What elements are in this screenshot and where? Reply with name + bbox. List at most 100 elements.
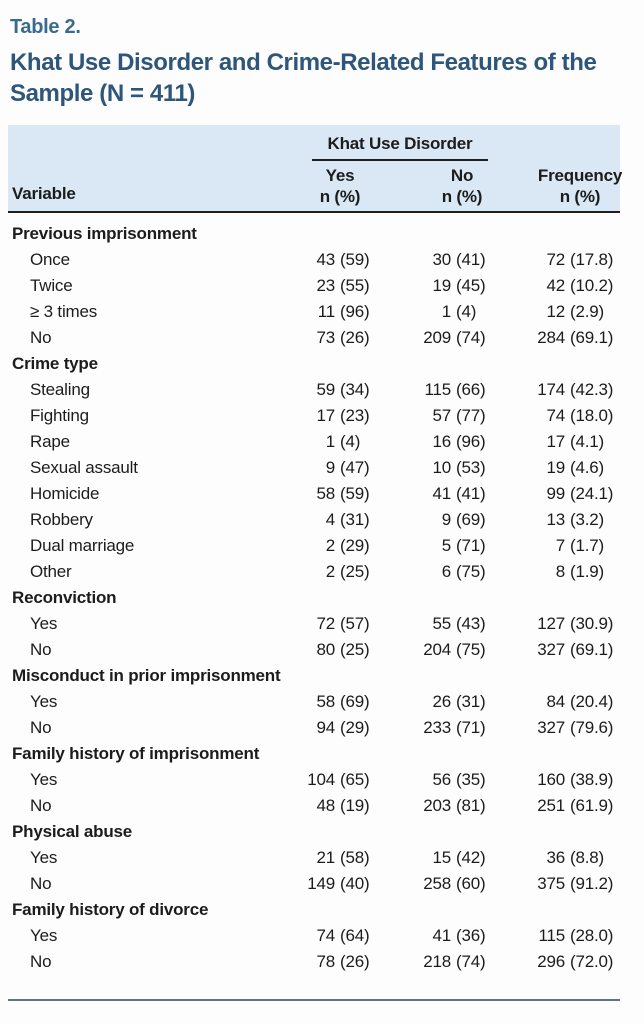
yes-pct-value: (25) [340,562,370,581]
no-n-value: 115 [424,380,451,399]
yes-n-value: 2 [325,536,335,555]
yes-n-value: 73 [316,328,335,347]
yes-n-value: 43 [316,250,335,269]
category-label: Crime type [12,354,98,373]
table-row: No 48 (19) 203 (81) 251 (61.9) [8,793,620,819]
no-pct-value: (41) [456,250,486,269]
no-pct-value: (41) [456,484,486,503]
yes-n-value: 59 [316,380,335,399]
yes-cell: 21 (58) [280,845,380,871]
yes-cell: 48 (19) [280,793,380,819]
no-pct-value: (43) [456,614,486,633]
no-n-value: 56 [432,770,451,789]
freq-cell: 127 (30.9) [496,611,620,637]
freq-n-value: 74 [546,406,565,425]
row-label: Yes [30,614,58,633]
yes-pct-value: (29) [340,718,370,737]
row-label: Sexual assault [30,458,138,477]
freq-cell: 19 (4.6) [496,455,620,481]
no-pct-value: (42) [456,848,486,867]
yes-pct-value: (29) [340,536,370,555]
no-n-value: 41 [432,484,451,503]
freq-n-value: 284 [537,328,565,347]
no-cell: 15 (42) [380,845,496,871]
no-cell: 56 (35) [380,767,496,793]
column-header-variable: Variable [12,184,76,203]
table-row: Twice 23 (55) 19 (45) 42 (10.2) [8,273,620,299]
freq-cell: 160 (38.9) [496,767,620,793]
table-row: Dual marriage 2 (29) 5 (71) 7 (1.7) [8,533,620,559]
no-pct-value: (31) [456,692,486,711]
no-n-value: 258 [423,874,451,893]
yes-n-value: 80 [316,640,335,659]
freq-n-value: 8 [555,562,565,581]
freq-pct-value: (69.1) [570,328,614,347]
no-cell: 1 (4) [380,299,496,325]
column-header-no-line1: No [450,166,474,185]
yes-cell: 17 (23) [280,403,380,429]
no-pct-value: (60) [456,874,486,893]
row-label: Homicide [30,484,100,503]
yes-cell: 80 (25) [280,637,380,663]
freq-pct-value: (20.4) [570,692,614,711]
no-cell: 6 (75) [380,559,496,585]
freq-n-value: 36 [546,848,565,867]
column-header-no: No n (%) [442,165,483,207]
table-number-label: Table 2. [10,16,81,38]
freq-cell: 251 (61.9) [496,793,620,819]
freq-pct-value: (79.6) [570,718,614,737]
yes-pct-value: (58) [340,848,370,867]
no-n-value: 9 [441,510,451,529]
yes-cell: 94 (29) [280,715,380,741]
no-n-value: 218 [423,952,451,971]
no-pct-value: (4) [456,302,477,321]
no-pct-value: (71) [456,536,486,555]
no-cell: 16 (96) [380,429,496,455]
table-row: Yes 58 (69) 26 (31) 84 (20.4) [8,689,620,715]
yes-pct-value: (40) [340,874,370,893]
freq-cell: 8 (1.9) [496,559,620,585]
freq-cell: 99 (24.1) [496,481,620,507]
table-row: ≥ 3 times 11 (96) 1 (4) 12 (2.9) [8,299,620,325]
freq-cell: 296 (72.0) [496,949,620,975]
yes-cell: 59 (34) [280,377,380,403]
spanner-khat-use-disorder: Khat Use Disorder [327,134,473,153]
freq-cell: 72 (17.8) [496,247,620,273]
freq-pct-value: (28.0) [570,926,614,945]
yes-cell: 104 (65) [280,767,380,793]
freq-n-value: 251 [537,796,565,815]
no-cell: 30 (41) [380,247,496,273]
no-pct-value: (69) [456,510,486,529]
no-pct-value: (66) [456,380,486,399]
table-row: No 80 (25) 204 (75) 327 (69.1) [8,637,620,663]
category-label: Family history of divorce [12,900,209,919]
row-label: Once [30,250,70,269]
yes-pct-value: (4) [340,432,361,451]
freq-cell: 74 (18.0) [496,403,620,429]
yes-n-value: 48 [316,796,335,815]
no-pct-value: (74) [456,328,486,347]
no-cell: 9 (69) [380,507,496,533]
row-label: Rape [30,432,70,451]
no-n-value: 6 [441,562,451,581]
yes-n-value: 11 [317,302,335,321]
freq-pct-value: (2.9) [570,302,604,321]
freq-pct-value: (1.9) [570,562,604,581]
yes-pct-value: (55) [340,276,370,295]
no-pct-value: (96) [456,432,486,451]
table-body: Previous imprisonment Once 43 (59) 30 (41) 72(… [8,213,620,975]
column-header-yes-line1: Yes [325,166,355,185]
no-cell: 10 (53) [380,455,496,481]
column-header-frequency: Frequency n (%) [538,165,622,207]
row-label: No [30,328,52,347]
row-label: Yes [30,926,58,945]
table-header: Variable Khat Use Disorder Yes n (%) No … [8,125,622,213]
row-label: Fighting [30,406,89,425]
freq-cell: 327 (69.1) [496,637,620,663]
freq-n-value: 115 [538,926,565,945]
row-label: Stealing [30,380,90,399]
table-row: Stealing 59 (34) 115 (66) 174 (42.3) [8,377,620,403]
yes-cell: 9 (47) [280,455,380,481]
no-cell: 41 (41) [380,481,496,507]
